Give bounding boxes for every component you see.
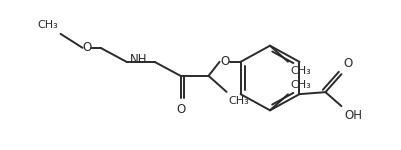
Text: O: O	[176, 103, 185, 116]
Text: O: O	[343, 57, 353, 70]
Text: O: O	[82, 41, 91, 54]
Text: CH₃: CH₃	[290, 80, 311, 90]
Text: CH₃: CH₃	[290, 66, 311, 76]
Text: NH: NH	[130, 53, 148, 66]
Text: OH: OH	[344, 109, 363, 122]
Text: O: O	[220, 55, 229, 68]
Text: CH₃: CH₃	[229, 96, 249, 106]
Text: CH₃: CH₃	[38, 20, 59, 30]
